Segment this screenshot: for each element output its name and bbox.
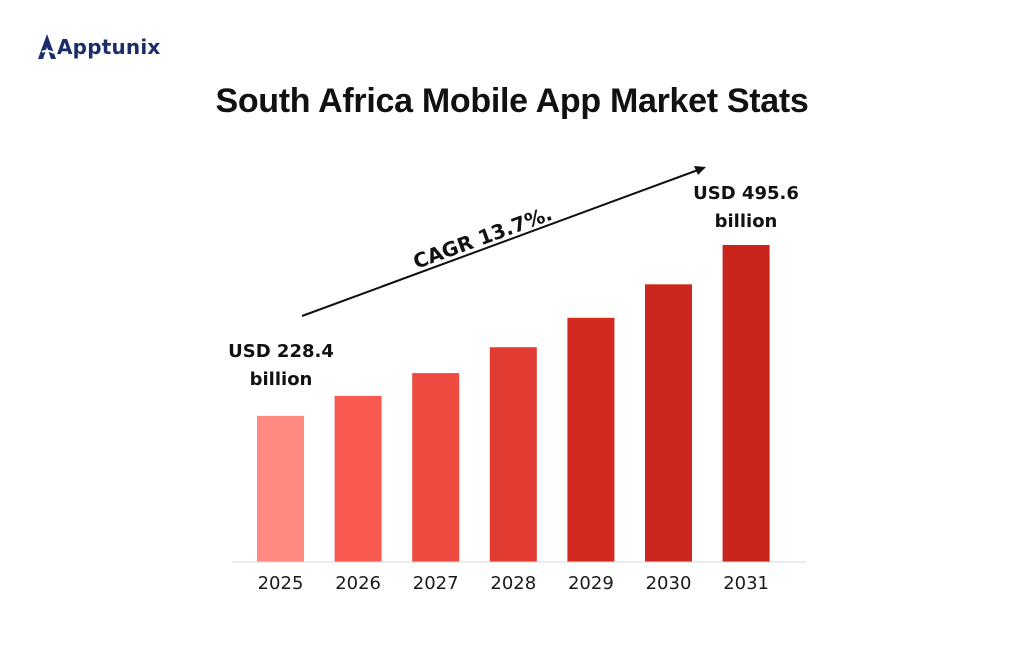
x-tick-2028: 2028 [490,573,536,594]
chart-title: South Africa Mobile App Market Stats [215,82,809,120]
brand-logo: Apptunix [36,30,161,64]
bar-2025 [257,415,304,562]
bar-2030 [645,284,692,562]
x-tick-2029: 2029 [568,573,614,594]
x-tick-2025: 2025 [258,573,304,594]
data-label-2031-line1: USD 495.6 [693,183,799,204]
bar-2029 [567,317,615,562]
data-label-2025-line1: USD 228.4 [228,341,334,362]
bars-group [257,245,770,562]
bar-2027 [412,373,460,562]
bar-2031 [722,245,770,562]
bar-2028 [489,347,537,562]
x-tick-2031: 2031 [723,573,769,594]
triangle-a-icon [38,34,56,59]
x-tick-2026: 2026 [335,573,381,594]
data-label-2025-line2: billion [250,369,313,390]
brand-name: Apptunix [57,35,161,59]
cagr-label: CAGR 13.7%. [410,201,555,273]
bar-2026 [334,395,382,562]
data-label-2031-line2: billion [715,211,778,232]
x-tick-2030: 2030 [646,573,692,594]
trend-arrow [301,166,706,317]
x-tick-labels: 2025 2026 2027 2028 2029 2030 2031 [258,573,769,594]
x-tick-2027: 2027 [413,573,459,594]
